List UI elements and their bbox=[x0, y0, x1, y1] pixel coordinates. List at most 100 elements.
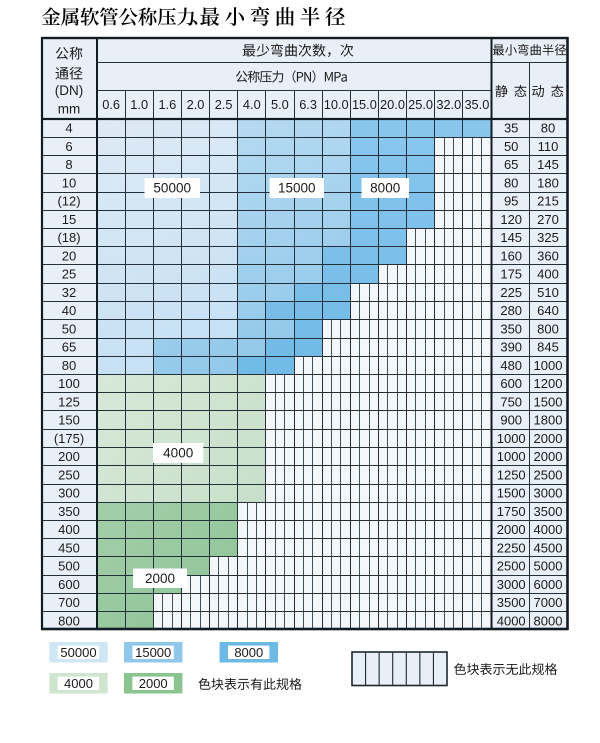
svg-text:5000: 5000 bbox=[534, 559, 563, 574]
svg-text:2.0: 2.0 bbox=[187, 97, 205, 112]
svg-text:150: 150 bbox=[58, 413, 80, 428]
svg-text:1750: 1750 bbox=[497, 504, 526, 519]
svg-text:4000: 4000 bbox=[163, 446, 193, 461]
svg-text:15.0: 15.0 bbox=[352, 97, 377, 112]
svg-text:32: 32 bbox=[62, 285, 76, 300]
svg-text:4.0: 4.0 bbox=[243, 97, 261, 112]
svg-text:1500: 1500 bbox=[534, 395, 563, 410]
svg-text:600: 600 bbox=[58, 577, 80, 592]
svg-text:7000: 7000 bbox=[534, 595, 563, 610]
svg-text:(12): (12) bbox=[57, 194, 80, 209]
svg-text:1500: 1500 bbox=[497, 486, 526, 501]
svg-text:350: 350 bbox=[500, 322, 522, 337]
svg-text:400: 400 bbox=[58, 522, 80, 537]
svg-text:mm: mm bbox=[58, 102, 81, 117]
svg-text:2000: 2000 bbox=[534, 431, 563, 446]
svg-text:50: 50 bbox=[504, 139, 518, 154]
svg-text:1800: 1800 bbox=[534, 413, 563, 428]
svg-text:200: 200 bbox=[58, 449, 80, 464]
svg-text:(18): (18) bbox=[57, 230, 80, 245]
svg-text:8000: 8000 bbox=[234, 645, 263, 660]
svg-text:600: 600 bbox=[500, 376, 522, 391]
svg-text:700: 700 bbox=[58, 595, 80, 610]
svg-text:450: 450 bbox=[58, 541, 80, 556]
svg-text:50: 50 bbox=[62, 322, 76, 337]
svg-text:3000: 3000 bbox=[534, 486, 563, 501]
svg-text:6000: 6000 bbox=[534, 577, 563, 592]
svg-text:40: 40 bbox=[62, 303, 76, 318]
svg-text:325: 325 bbox=[537, 230, 559, 245]
svg-text:1.0: 1.0 bbox=[130, 97, 148, 112]
svg-text:1000: 1000 bbox=[497, 449, 526, 464]
svg-text:280: 280 bbox=[500, 303, 522, 318]
svg-text:35: 35 bbox=[504, 121, 518, 136]
svg-text:225: 225 bbox=[500, 285, 522, 300]
svg-text:3500: 3500 bbox=[534, 504, 563, 519]
svg-text:360: 360 bbox=[537, 249, 559, 264]
svg-text:80: 80 bbox=[541, 121, 555, 136]
svg-text:80: 80 bbox=[504, 176, 518, 191]
svg-text:250: 250 bbox=[58, 468, 80, 483]
svg-text:5.0: 5.0 bbox=[271, 97, 289, 112]
svg-text:65: 65 bbox=[62, 340, 76, 355]
svg-text:1000: 1000 bbox=[534, 358, 563, 373]
svg-text:110: 110 bbox=[538, 139, 559, 154]
svg-text:1.6: 1.6 bbox=[159, 97, 177, 112]
svg-text:100: 100 bbox=[58, 376, 80, 391]
svg-text:2000: 2000 bbox=[534, 449, 563, 464]
svg-text:1200: 1200 bbox=[534, 376, 563, 391]
svg-text:2000: 2000 bbox=[145, 571, 175, 586]
svg-text:4000: 4000 bbox=[497, 614, 526, 629]
svg-text:6: 6 bbox=[65, 139, 72, 154]
svg-text:750: 750 bbox=[500, 395, 522, 410]
svg-text:20: 20 bbox=[62, 249, 76, 264]
svg-text:350: 350 bbox=[58, 504, 80, 519]
svg-text:95: 95 bbox=[504, 194, 518, 209]
svg-text:500: 500 bbox=[58, 559, 80, 574]
svg-text:15: 15 bbox=[62, 212, 76, 227]
svg-text:215: 215 bbox=[537, 194, 559, 209]
svg-text:480: 480 bbox=[500, 358, 522, 373]
svg-text:50000: 50000 bbox=[60, 645, 96, 660]
svg-text:(DN): (DN) bbox=[55, 83, 84, 98]
svg-text:390: 390 bbox=[500, 340, 522, 355]
svg-text:2500: 2500 bbox=[497, 559, 526, 574]
svg-text:32.0: 32.0 bbox=[436, 97, 461, 112]
svg-text:3000: 3000 bbox=[497, 577, 526, 592]
svg-text:15000: 15000 bbox=[135, 645, 171, 660]
svg-text:35.0: 35.0 bbox=[464, 97, 489, 112]
svg-text:800: 800 bbox=[537, 322, 559, 337]
svg-text:8: 8 bbox=[65, 157, 72, 172]
svg-text:900: 900 bbox=[500, 413, 522, 428]
svg-text:(175): (175) bbox=[54, 431, 84, 446]
svg-text:80: 80 bbox=[62, 358, 76, 373]
svg-text:15000: 15000 bbox=[278, 181, 316, 196]
svg-text:8000: 8000 bbox=[370, 181, 400, 196]
svg-text:125: 125 bbox=[58, 395, 80, 410]
svg-text:1250: 1250 bbox=[497, 468, 526, 483]
svg-text:3500: 3500 bbox=[497, 595, 526, 610]
svg-text:845: 845 bbox=[537, 340, 559, 355]
svg-text:2.5: 2.5 bbox=[215, 97, 233, 112]
svg-text:400: 400 bbox=[537, 267, 559, 282]
svg-text:10.0: 10.0 bbox=[324, 97, 349, 112]
svg-text:10: 10 bbox=[62, 176, 76, 191]
svg-text:4000: 4000 bbox=[534, 522, 563, 537]
svg-text:8000: 8000 bbox=[534, 614, 563, 629]
svg-text:180: 180 bbox=[537, 176, 559, 191]
svg-text:270: 270 bbox=[537, 212, 559, 227]
svg-text:0.6: 0.6 bbox=[102, 97, 120, 112]
svg-text:145: 145 bbox=[500, 230, 522, 245]
svg-text:65: 65 bbox=[504, 157, 518, 172]
svg-text:50000: 50000 bbox=[153, 181, 191, 196]
svg-text:2000: 2000 bbox=[139, 676, 168, 691]
svg-text:4500: 4500 bbox=[534, 541, 563, 556]
svg-text:2000: 2000 bbox=[497, 522, 526, 537]
svg-text:120: 120 bbox=[500, 212, 522, 227]
svg-text:145: 145 bbox=[537, 157, 559, 172]
svg-text:160: 160 bbox=[500, 249, 522, 264]
svg-text:1000: 1000 bbox=[497, 431, 526, 446]
svg-text:800: 800 bbox=[58, 614, 80, 629]
svg-text:25: 25 bbox=[62, 267, 76, 282]
svg-text:25.0: 25.0 bbox=[408, 97, 433, 112]
